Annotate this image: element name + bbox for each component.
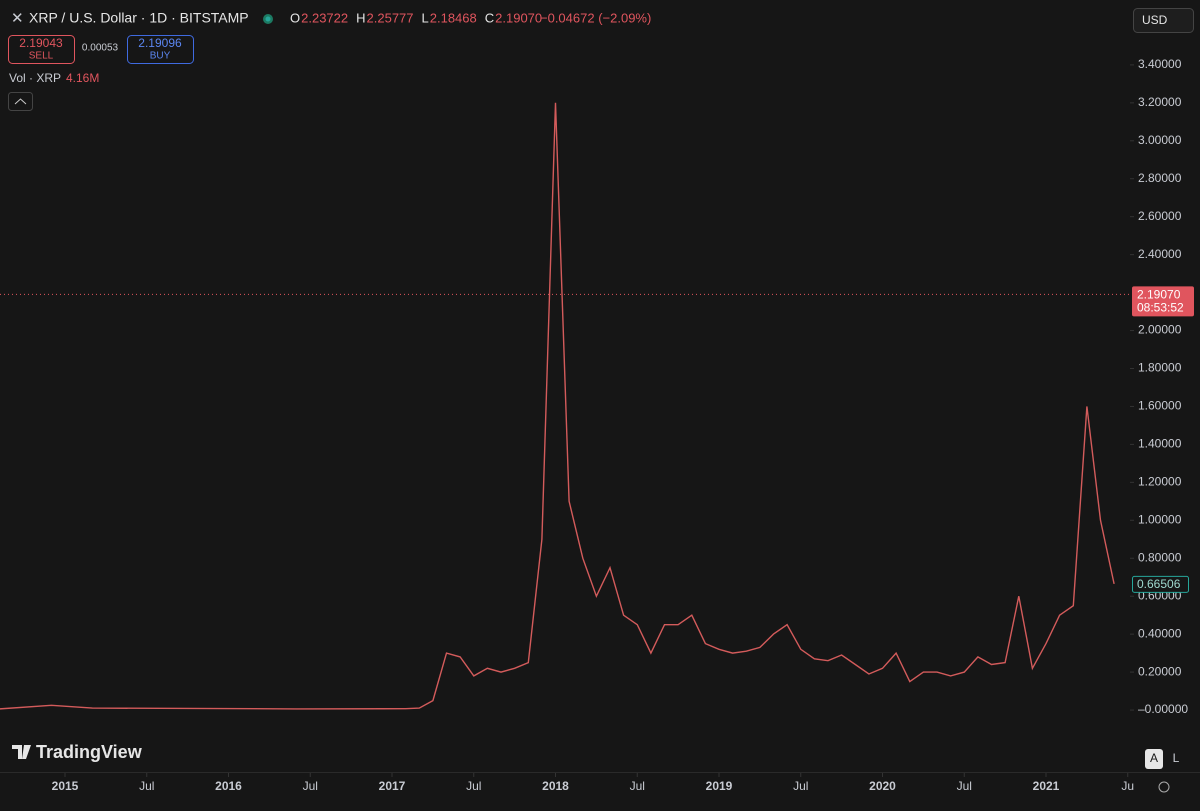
- ohlc-value: 2.25777: [367, 10, 414, 25]
- currency-button[interactable]: [1133, 8, 1194, 33]
- ohlc-label: L: [422, 10, 429, 25]
- log-scale-label[interactable]: L: [1173, 751, 1180, 765]
- x-tick-label: 2016: [215, 779, 242, 793]
- ohlc: O 2.23722 H 2.25777 L 2.18468 C 2.19070: [290, 10, 542, 25]
- ohlc-value: 2.18468: [430, 10, 477, 25]
- last-price-tag: [1132, 286, 1194, 317]
- sell-label: SELL: [29, 51, 54, 62]
- x-tick-label: Jul: [466, 779, 481, 793]
- ohlc-label: O: [290, 10, 300, 25]
- auto-scale-button[interactable]: [1145, 749, 1163, 769]
- y-tick-label: 2.80000: [1138, 171, 1182, 185]
- x-tick-label: Jul: [793, 779, 808, 793]
- y-tick-label: 3.20000: [1138, 95, 1182, 109]
- currency: USD: [1142, 13, 1168, 27]
- last-price-label: 2.19070: [1137, 288, 1181, 302]
- y-tick-label: 3.40000: [1138, 57, 1182, 71]
- y-tick-label: 1.60000: [1138, 399, 1182, 413]
- market-status-dot: [265, 16, 271, 22]
- x-tick-label: Jul: [139, 779, 154, 793]
- collapse-icon: [14, 98, 27, 105]
- close-icon[interactable]: ✕: [11, 10, 24, 27]
- spread: 0.00053: [82, 43, 119, 54]
- last-price-time: 08:53:52: [1137, 301, 1184, 315]
- brand: TradingView: [36, 742, 143, 762]
- y-tick-label: 0.20000: [1138, 664, 1182, 678]
- price-line: [0, 102, 1115, 710]
- buy-price: 2.19096: [138, 36, 182, 50]
- y-tick-label: 1.80000: [1138, 361, 1182, 375]
- auto-scale-label: A: [1150, 751, 1158, 765]
- y-tick-label: 1.20000: [1138, 475, 1182, 489]
- x-tick-label: 2017: [379, 779, 406, 793]
- plot: [0, 102, 1115, 710]
- brand-logo: [12, 745, 31, 759]
- price-tag: [1132, 575, 1189, 593]
- x-tick-label: 2020: [869, 779, 896, 793]
- volume-value: 4.16M: [66, 71, 99, 85]
- x-tick-label: Ju: [1121, 779, 1134, 793]
- buy-button[interactable]: [127, 35, 194, 64]
- y-tick-label: 1.00000: [1138, 512, 1182, 526]
- y-tick-label: 0.40000: [1138, 626, 1182, 640]
- y-tick-label: 2.40000: [1138, 247, 1182, 261]
- x-tick-label: 2015: [52, 779, 79, 793]
- collapse-button[interactable]: [8, 92, 33, 111]
- sell-price: 2.19043: [19, 36, 63, 50]
- ohlc-label: C: [485, 10, 494, 25]
- x-tick-label: 2021: [1033, 779, 1060, 793]
- y-tick-label: 1.40000: [1138, 437, 1182, 451]
- y-tick-label: 2.60000: [1138, 209, 1182, 223]
- ohlc-value: 2.23722: [301, 10, 348, 25]
- x-tick-label: 2018: [542, 779, 569, 793]
- y-tick-label: 2.00000: [1138, 323, 1182, 337]
- y-tick-label: 3.00000: [1138, 133, 1182, 147]
- buy-label: BUY: [150, 51, 171, 62]
- x-tick-label: Jul: [630, 779, 645, 793]
- symbol[interactable]: XRP / U.S. Dollar · 1D · BITSTAMP: [29, 10, 249, 26]
- volume-label: Vol · XRP: [9, 71, 61, 85]
- settings-icon[interactable]: [1158, 781, 1170, 793]
- x-tick-label: Jul: [957, 779, 972, 793]
- y-tick-label: –0.00000: [1138, 702, 1188, 716]
- ohlc-value: 2.19070: [495, 10, 542, 25]
- sell-button[interactable]: [8, 35, 75, 64]
- y-tick-label: 0.80000: [1138, 550, 1182, 564]
- ohlc-label: H: [356, 10, 365, 25]
- change: −0.04672 (−2.09%): [540, 10, 651, 25]
- x-tick-label: Jul: [303, 779, 318, 793]
- price-tag-label: 0.66506: [1137, 577, 1181, 591]
- x-tick-label: 2019: [706, 779, 733, 793]
